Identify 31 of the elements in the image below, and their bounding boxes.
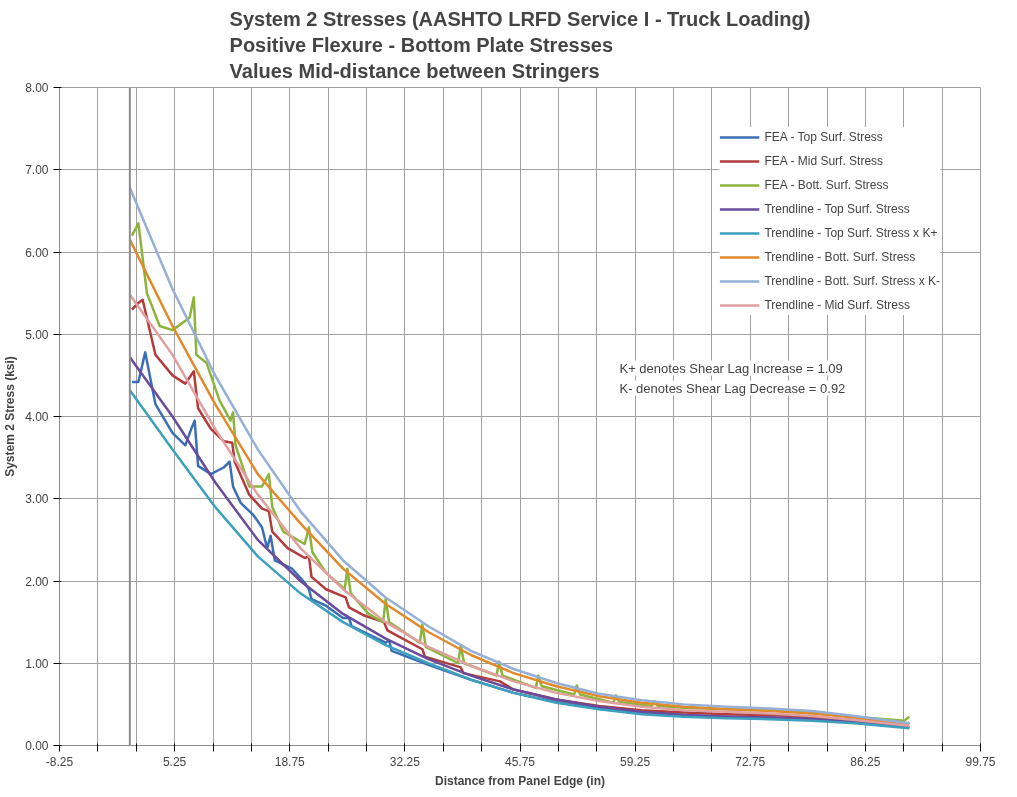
x-tick-label: 99.75 — [965, 754, 996, 769]
legend-label: FEA - Top Surf. Stress — [764, 129, 883, 146]
annotation: K- denotes Shear Lag Decrease = 0.92 — [619, 380, 846, 396]
x-tick-label: -8.25 — [45, 754, 74, 769]
x-tick-label: 45.75 — [504, 754, 536, 769]
y-tick-label: 5.00 — [25, 327, 49, 342]
y-tick-label: 4.00 — [25, 410, 49, 424]
y-tick-label: 2.00 — [25, 574, 49, 589]
x-tick-label: 86.25 — [850, 754, 881, 769]
x-axis-title: Distance from Panel Edge (in) — [434, 773, 606, 788]
y-tick-label: 7.00 — [25, 163, 49, 178]
x-tick-label: 18.75 — [274, 754, 306, 769]
y-tick-label: 0.00 — [25, 739, 49, 753]
legend-label: Trendline - Bott. Surf. Stress x K- — [764, 273, 940, 290]
x-tick-label: 32.25 — [389, 754, 421, 769]
x-tick-label: 72.75 — [735, 754, 766, 769]
y-tick-label: 8.00 — [25, 81, 49, 95]
annotation: K+ denotes Shear Lag Increase = 1.09 — [619, 360, 843, 376]
y-axis-title: System 2 Stress (ksi) — [3, 356, 18, 477]
x-tick-label: 5.25 — [162, 754, 187, 769]
legend-label: Trendline - Top Surf. Stress — [764, 201, 910, 218]
legend-label: FEA - Mid Surf. Stress — [764, 153, 884, 170]
legend-label: Trendline - Bott. Surf. Stress — [764, 249, 916, 266]
y-tick-label: 6.00 — [25, 245, 49, 260]
y-tick-label: 1.00 — [25, 656, 49, 671]
legend-label: Trendline - Top Surf. Stress x K+ — [764, 225, 938, 242]
chart-title: System 2 Stresses (AASHTO LRFD Service I - Truck Loading) Positive Flexure - Bottom Plate Stresses Values Mid-distance between Stringers — [229, 7, 811, 83]
x-tick-label: 59.25 — [620, 754, 651, 769]
legend-label: FEA - Bott. Surf. Stress — [764, 177, 889, 194]
legend-label: Trendline - Mid Surf. Stress — [764, 297, 910, 314]
y-tick-label: 3.00 — [25, 492, 49, 507]
